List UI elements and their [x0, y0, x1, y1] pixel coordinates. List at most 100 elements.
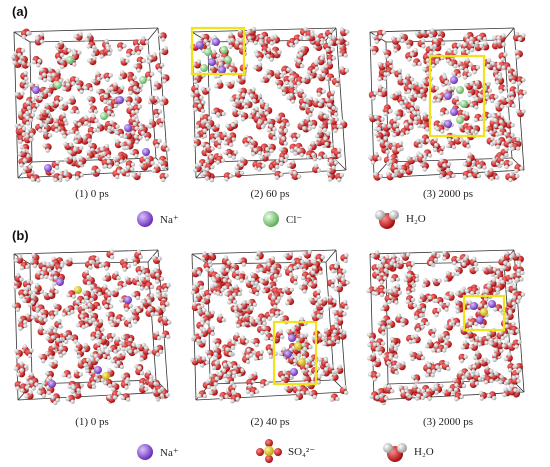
- water-hydrogen: [515, 54, 520, 60]
- water-hydrogen: [371, 352, 376, 357]
- water-hydrogen: [340, 277, 346, 282]
- water-hydrogen: [244, 104, 249, 110]
- water-hydrogen: [39, 309, 45, 314]
- water-hydrogen: [50, 261, 55, 266]
- water-oxygen: [490, 159, 499, 167]
- water-hydrogen: [154, 163, 159, 168]
- water-hydrogen: [514, 31, 520, 37]
- water-hydrogen: [200, 363, 205, 368]
- water-hydrogen: [270, 256, 275, 261]
- water-hydrogen: [397, 68, 402, 73]
- water-hydrogen: [301, 103, 306, 108]
- water-hydrogen: [422, 157, 427, 162]
- water-hydrogen: [123, 134, 128, 139]
- sodium-ion-icon: [137, 444, 153, 460]
- water-hydrogen: [288, 251, 294, 256]
- water-hydrogen: [408, 125, 414, 130]
- water-hydrogen: [217, 139, 222, 144]
- water-hydrogen: [78, 372, 84, 377]
- water-hydrogen: [312, 265, 317, 270]
- water-hydrogen: [41, 381, 46, 386]
- water-hydrogen: [75, 109, 80, 115]
- water-hydrogen: [301, 77, 306, 83]
- water-hydrogen: [235, 94, 240, 100]
- water-hydrogen: [138, 135, 143, 140]
- water-hydrogen: [306, 70, 311, 75]
- water-hydrogen: [460, 345, 466, 350]
- water-hydrogen: [395, 283, 401, 288]
- water-hydrogen: [223, 373, 228, 378]
- water-hydrogen: [412, 156, 417, 161]
- water-hydrogen: [394, 91, 399, 96]
- water-hydrogen: [263, 120, 269, 126]
- water-hydrogen: [344, 390, 349, 395]
- water-hydrogen: [110, 112, 116, 118]
- water-hydrogen: [406, 44, 411, 49]
- water-hydrogen: [330, 90, 336, 95]
- water-hydrogen: [110, 322, 115, 328]
- water-hydrogen: [68, 257, 73, 262]
- water-hydrogen: [47, 77, 52, 82]
- water-hydrogen: [302, 126, 307, 131]
- water-hydrogen: [510, 123, 515, 128]
- box-edge: [17, 391, 169, 401]
- water-hydrogen: [53, 311, 59, 316]
- water-hydrogen: [34, 313, 39, 319]
- water-hydrogen: [44, 351, 49, 356]
- water-hydrogen: [316, 313, 321, 319]
- water-hydrogen: [511, 321, 516, 327]
- water-hydrogen: [395, 128, 400, 133]
- water-hydrogen: [133, 319, 138, 324]
- water-hydrogen: [254, 52, 259, 57]
- water-hydrogen: [489, 378, 494, 384]
- sodium-ion: [450, 76, 458, 84]
- water-hydrogen: [50, 285, 55, 291]
- water-hydrogen: [199, 95, 204, 100]
- water-hydrogen: [380, 341, 386, 346]
- water-hydrogen: [509, 91, 514, 96]
- water-hydrogen: [467, 172, 473, 178]
- water-hydrogen: [160, 333, 165, 339]
- legend-b-sulfate-label: SO₄²⁻: [288, 445, 316, 458]
- water-hydrogen: [118, 341, 124, 346]
- water-hydrogen: [410, 261, 416, 266]
- water-hydrogen: [120, 70, 125, 75]
- water-hydrogen: [192, 301, 197, 307]
- water-hydrogen: [285, 122, 291, 127]
- water-hydrogen: [241, 262, 247, 267]
- water-hydrogen: [448, 387, 453, 393]
- water-hydrogen: [202, 118, 208, 124]
- water-hydrogen: [38, 75, 43, 80]
- water-hydrogen: [87, 32, 92, 38]
- water-hydrogen: [451, 145, 457, 150]
- water-hydrogen: [107, 125, 112, 131]
- water-hydrogen: [58, 324, 63, 329]
- water-hydrogen: [453, 50, 458, 55]
- water-hydrogen: [270, 269, 275, 274]
- water-hydrogen: [198, 332, 204, 337]
- water-hydrogen: [436, 30, 441, 35]
- water-hydrogen: [101, 335, 107, 340]
- water-hydrogen: [65, 396, 70, 402]
- water-hydrogen: [412, 384, 418, 389]
- water-hydrogen: [78, 155, 83, 161]
- water-hydrogen: [339, 328, 344, 334]
- water-hydrogen: [333, 319, 339, 325]
- water-hydrogen: [200, 108, 206, 114]
- water-hydrogen: [53, 177, 58, 183]
- water-hydrogen: [219, 268, 224, 273]
- water-hydrogen: [329, 376, 334, 381]
- water-hydrogen: [498, 89, 503, 94]
- water-hydrogen: [39, 122, 44, 128]
- water-hydrogen: [225, 81, 230, 86]
- water-hydrogen: [434, 298, 439, 303]
- water-hydrogen: [72, 50, 77, 56]
- water-hydrogen: [11, 303, 17, 308]
- water-hydrogen: [42, 329, 47, 335]
- water-hydrogen: [102, 276, 107, 281]
- water-hydrogen: [94, 118, 99, 124]
- water-hydrogen: [106, 110, 112, 115]
- water-hydrogen: [454, 95, 459, 101]
- water-hydrogen: [386, 384, 392, 389]
- water-hydrogen: [296, 59, 302, 64]
